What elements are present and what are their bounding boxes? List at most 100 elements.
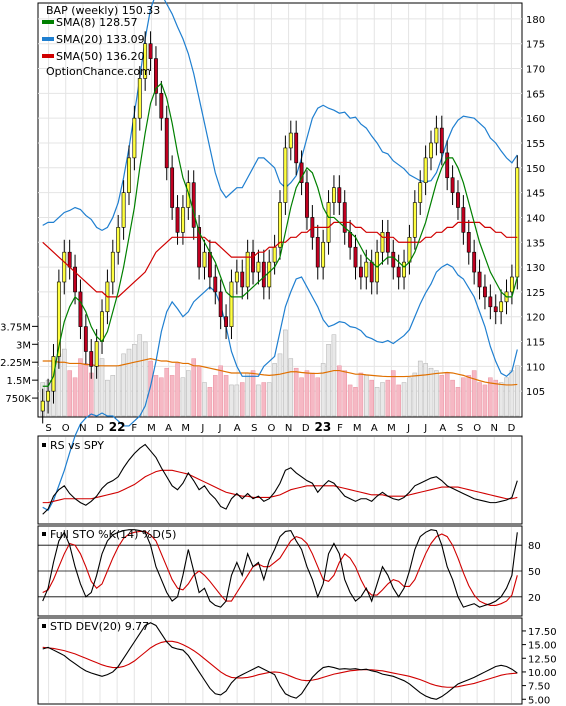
volume-bar <box>142 341 148 417</box>
candle-body <box>267 261 272 288</box>
candle-body <box>337 187 342 203</box>
x-month-label: N <box>491 423 498 434</box>
volume-bar <box>374 387 380 417</box>
candle-body <box>380 232 385 253</box>
x-month-label: D <box>302 423 310 434</box>
price-tick-label: 130 <box>526 263 545 274</box>
candle-body <box>418 182 423 203</box>
candle-body <box>110 251 115 283</box>
volume-tick-label: 3.75M <box>0 322 31 333</box>
upper-band-line <box>42 0 518 232</box>
volume-bar <box>364 375 369 417</box>
volume-bar <box>229 384 234 417</box>
candle-body <box>445 152 450 179</box>
candle-body <box>132 117 137 159</box>
candle-body <box>423 157 428 183</box>
price-tick-label: 110 <box>526 362 545 373</box>
watermark: OptionChance.com <box>46 65 151 78</box>
candle-body <box>407 237 412 263</box>
volume-bar <box>180 377 186 417</box>
volume-bar <box>213 375 218 417</box>
candle-body <box>515 167 520 278</box>
legend-swatch-sma50 <box>42 54 54 58</box>
candle-body <box>315 237 320 268</box>
candle-body <box>283 147 288 203</box>
candle-body <box>332 187 336 203</box>
candle-body <box>402 261 406 278</box>
volume-bar <box>83 363 89 417</box>
volume-bar <box>159 377 164 417</box>
volume-bar <box>202 382 207 417</box>
candle-body <box>326 202 331 243</box>
volume-bar <box>234 384 240 417</box>
x-month-label: A <box>439 423 446 434</box>
x-month-label: A <box>234 423 241 434</box>
volume-bar <box>412 372 418 417</box>
volume-tick-label: 1.5M <box>6 376 31 387</box>
volume-bar <box>423 363 428 417</box>
std-tick-label: 12.50 <box>528 654 557 665</box>
volume-bar <box>498 382 504 417</box>
candle-body <box>224 316 228 327</box>
candle-body <box>186 182 191 208</box>
x-month-label: N <box>79 423 86 434</box>
candle-body <box>299 162 304 183</box>
volume-bar <box>347 384 353 417</box>
volume-bar <box>434 370 439 417</box>
volume-bar <box>310 372 315 417</box>
candle-body <box>127 157 131 193</box>
candle-body <box>100 311 104 342</box>
candle-body <box>499 301 504 313</box>
volume-tick-label: 3M <box>16 340 31 351</box>
volume-bar <box>169 375 175 417</box>
candle-body <box>170 167 175 208</box>
candle-body <box>46 390 51 402</box>
candle-body <box>456 192 460 208</box>
rs-line <box>42 443 518 515</box>
candle-body <box>294 132 299 164</box>
volume-bar <box>509 370 515 417</box>
volume-bar <box>482 384 488 417</box>
price-panel-frame <box>37 2 523 418</box>
candle-body <box>202 251 207 268</box>
volume-bar <box>78 358 83 417</box>
volume-bar <box>417 360 423 417</box>
candle-body <box>450 177 455 193</box>
volume-bar <box>515 365 520 417</box>
volume-bar <box>326 344 331 417</box>
candle-body <box>245 251 250 288</box>
candle-body <box>159 93 164 119</box>
candle-body <box>342 202 347 233</box>
price-tick-label: 170 <box>526 65 545 76</box>
volume-bar <box>396 384 401 417</box>
candle-body <box>272 246 277 263</box>
price-tick-label: 105 <box>526 387 545 398</box>
x-month-label: 22 <box>109 420 126 434</box>
bollinger-bands <box>42 0 518 512</box>
x-month-label: D <box>96 423 104 434</box>
price-tick-label: 155 <box>526 139 545 150</box>
volume-bar <box>342 370 347 417</box>
candle-body <box>461 207 466 233</box>
sma8-line <box>42 82 518 387</box>
volume-bar <box>61 348 67 417</box>
x-month-label: S <box>45 423 51 434</box>
candle-body <box>78 291 83 327</box>
x-month-label: O <box>62 423 70 434</box>
candle-body <box>116 227 121 253</box>
candle-body <box>62 251 67 283</box>
candle-body <box>385 232 390 253</box>
price-tick-label: 120 <box>526 313 545 324</box>
candle-body <box>197 227 202 268</box>
candle-body <box>83 326 88 352</box>
sto-k-line <box>42 529 518 608</box>
sto-tick-label: 50 <box>528 567 541 578</box>
volume-bar <box>471 370 477 417</box>
volume-bar <box>450 379 455 417</box>
candle-body <box>175 207 180 233</box>
sto-d-line <box>42 530 518 606</box>
std-tick-label: 10.00 <box>528 668 557 679</box>
candle-body <box>256 261 261 273</box>
volume-bar <box>390 370 396 417</box>
volume-bar <box>218 365 223 417</box>
